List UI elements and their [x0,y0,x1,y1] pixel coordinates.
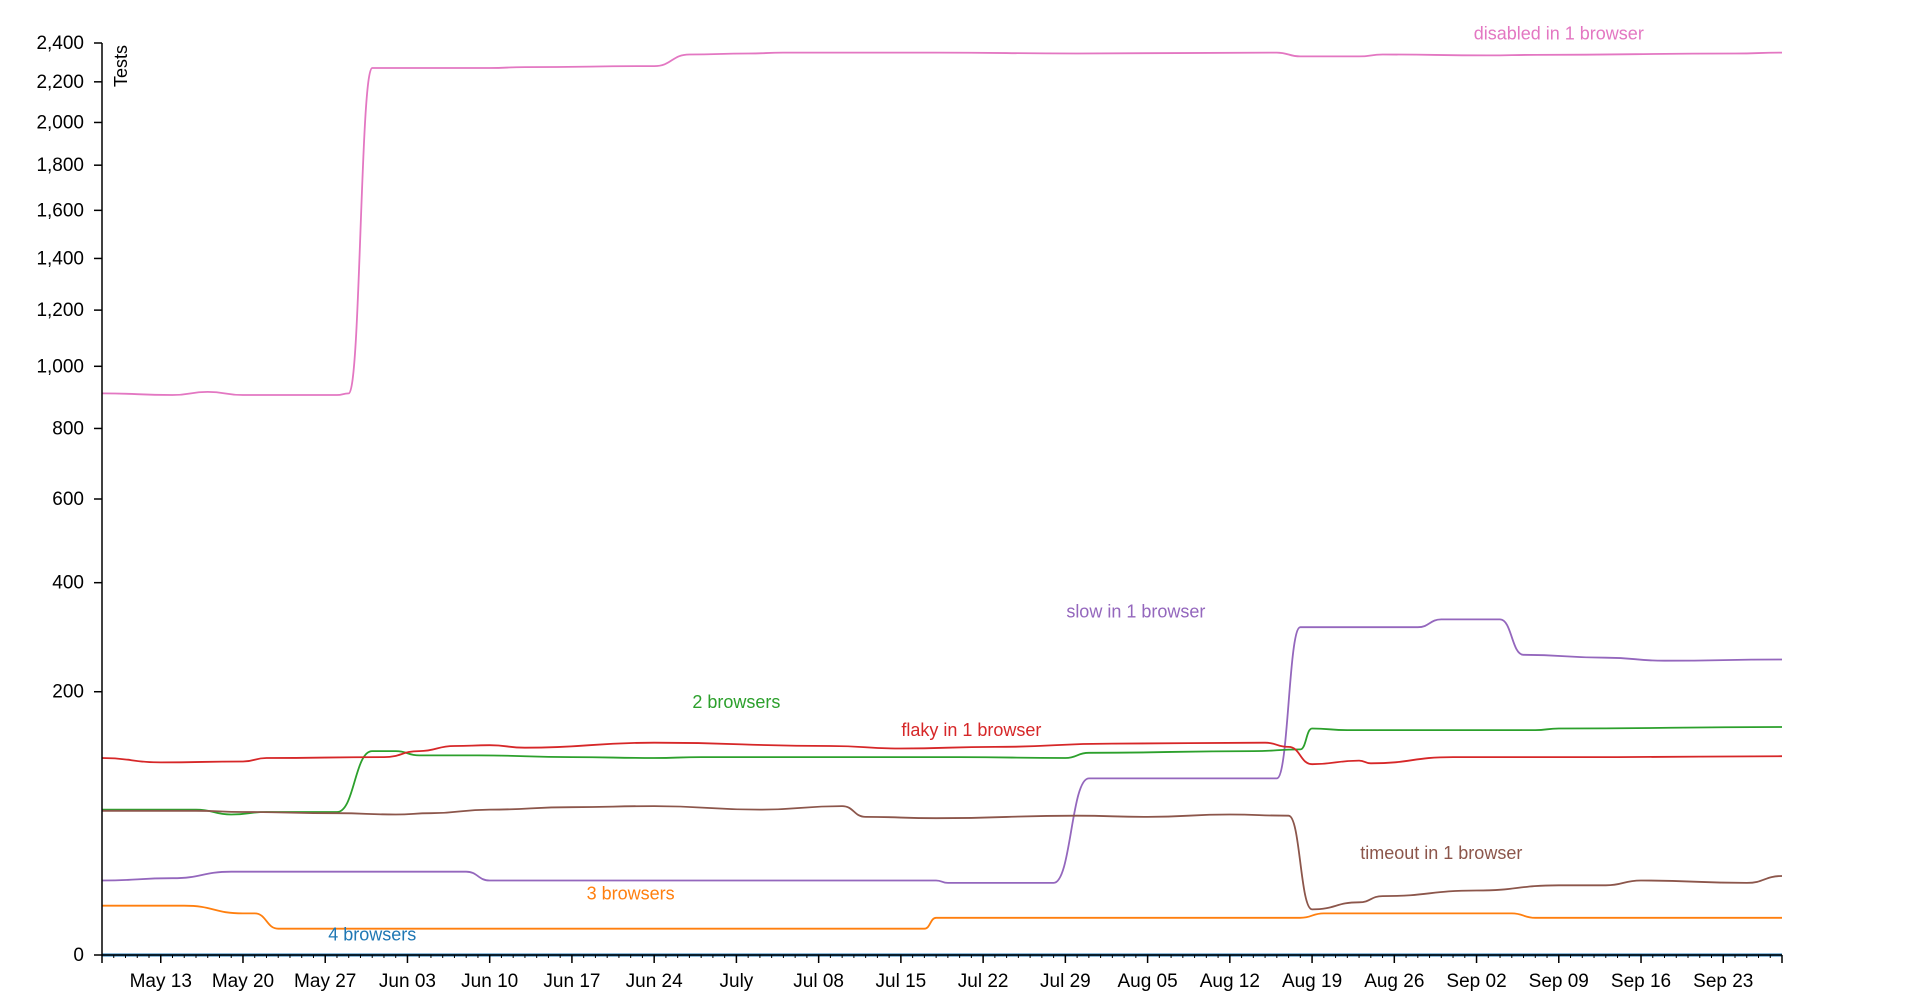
x-tick-label: Aug 19 [1282,971,1342,992]
x-tick-label: Jul 29 [1040,971,1091,992]
x-tick-label: Aug 12 [1200,971,1260,992]
y-tick-label: 1,600 [36,200,84,221]
series-label-disabled-in-1-browser: disabled in 1 browser [1474,24,1644,44]
x-axis: May 13 May 20 May 27 Jun 03 Jun 10 Jun 17 Jun … [101,954,1783,992]
x-tick-label: Jun 24 [626,971,683,992]
y-tick-label: 2,400 [36,33,84,54]
y-tick-label: 2,200 [36,72,84,93]
y-tick-label: 200 [52,682,84,703]
y-tick-label: 0 [73,945,84,966]
x-tick-label: Sep 23 [1693,971,1753,992]
x-tick-label: Sep 02 [1446,971,1506,992]
y-axis-title: Tests [111,45,131,87]
x-tick-label: Jun 03 [379,971,436,992]
series-line-2-browsers [101,726,1783,816]
series-label-3-browsers: 3 browsers [587,883,675,903]
series-line-flaky-in-1-browser [101,741,1783,766]
series-labels: disabled in 1 browser slow in 1 browser 2 … [328,24,1644,945]
x-tick-label: Jun 17 [543,971,600,992]
x-tick-label: Sep 16 [1611,971,1671,992]
plot-lines [101,51,1783,957]
x-tick-label: Jul 22 [958,971,1009,992]
y-tick-label: 600 [52,489,84,510]
x-tick-label: Jun 10 [461,971,518,992]
series-label-4-browsers: 4 browsers [328,925,416,945]
series-label-flaky-in-1-browser: flaky in 1 browser [901,720,1041,740]
series-line-disabled-in-1-browser [101,51,1783,396]
x-tick-label: Aug 26 [1364,971,1424,992]
series-line-slow-in-1-browser [101,618,1783,884]
series-label-slow-in-1-browser: slow in 1 browser [1066,602,1205,622]
y-tick-label: 1,800 [36,155,84,176]
y-tick-label: 1,000 [36,356,84,377]
x-tick-label: Jul 08 [793,971,844,992]
x-tick-label: Jul 15 [876,971,927,992]
x-tick-label: Aug 05 [1117,971,1177,992]
x-tick-label: May 20 [212,971,274,992]
y-tick-label: 1,200 [36,300,84,321]
x-tick-label: Sep 09 [1529,971,1589,992]
x-tick-label: May 27 [294,971,356,992]
y-tick-label: 400 [52,573,84,594]
y-axis: 0 200 400 600 800 1,000 1,200 1,400 1,600 1,800 2,… [36,33,103,966]
series-label-2-browsers: 2 browsers [692,692,780,712]
series-line-3-browsers [101,904,1782,930]
y-tick-label: 2,000 [36,112,84,133]
y-tick-label: 800 [52,418,84,439]
series-line-timeout-in-1-browser [102,805,1783,911]
x-tick-label: July [720,971,754,992]
y-tick-label: 1,400 [36,248,84,269]
series-label-timeout-in-1-browser: timeout in 1 browser [1360,843,1522,863]
x-tick-label: May 13 [130,971,192,992]
